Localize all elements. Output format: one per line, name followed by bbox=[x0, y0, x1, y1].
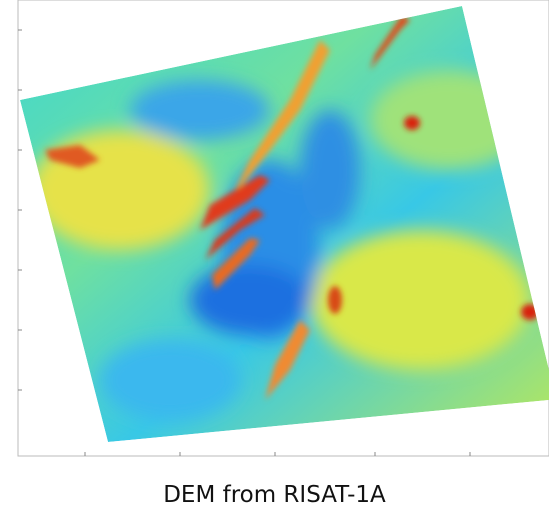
page: DEM from RISAT-1A (() => { const data = … bbox=[0, 0, 549, 522]
caption: DEM from RISAT-1A bbox=[0, 482, 549, 508]
dem-figure bbox=[0, 0, 549, 470]
